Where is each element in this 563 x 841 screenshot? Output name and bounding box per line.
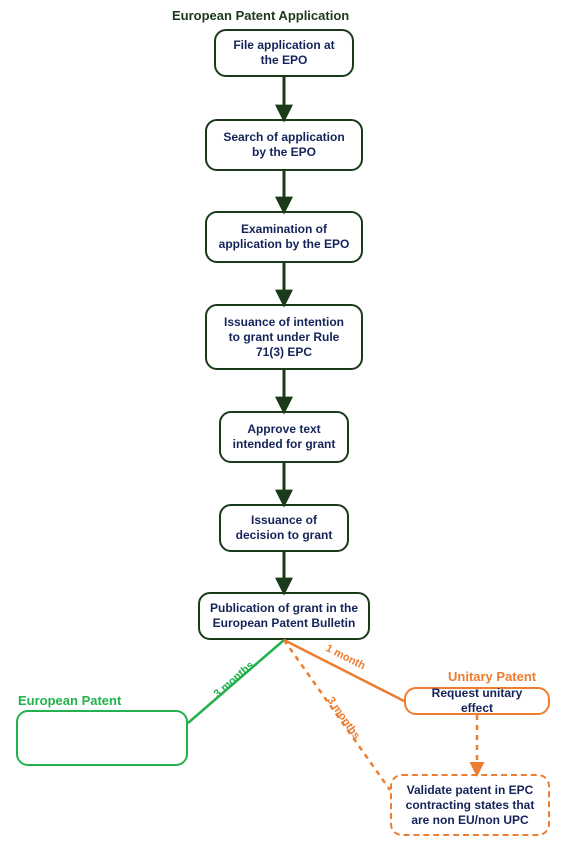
node-decision-to-grant: Issuance of decision to grant <box>219 504 349 552</box>
node-european-patent-box <box>16 710 188 766</box>
node-validate-non-eu: Validate patent in EPC contracting state… <box>390 774 550 836</box>
node-examination: Examination of application by the EPO <box>205 211 363 263</box>
svg-text:1 month: 1 month <box>324 642 368 672</box>
svg-text:3 months: 3 months <box>212 659 257 700</box>
title-unitary-patent: Unitary Patent <box>448 669 536 684</box>
node-intention-to-grant: Issuance of intention to grant under Rul… <box>205 304 363 370</box>
svg-text:3 months: 3 months <box>325 695 363 742</box>
node-search-application: Search of application by the EPO <box>205 119 363 171</box>
node-approve-text: Approve text intended for grant <box>219 411 349 463</box>
title-main: European Patent Application <box>172 8 349 23</box>
node-publication-of-grant: Publication of grant in the European Pat… <box>198 592 370 640</box>
node-file-application: File application at the EPO <box>214 29 354 77</box>
flowchart-canvas: European Patent Application European Pat… <box>0 0 563 841</box>
title-european-patent: European Patent <box>18 693 121 708</box>
node-request-unitary-effect: Request unitary effect <box>404 687 550 715</box>
